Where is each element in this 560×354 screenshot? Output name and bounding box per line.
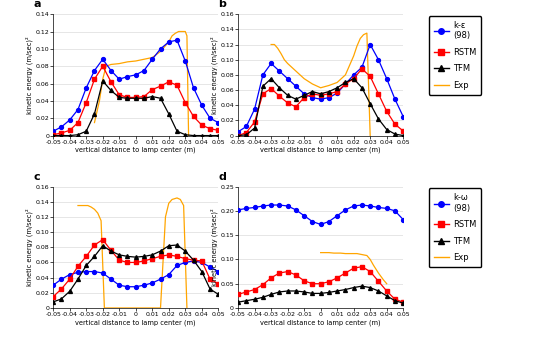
Y-axis label: kinetic energy (m/sec)²: kinetic energy (m/sec)²: [26, 209, 33, 286]
X-axis label: vertical distance to lamp center (m): vertical distance to lamp center (m): [260, 319, 381, 326]
X-axis label: vertical distance to lamp center (m): vertical distance to lamp center (m): [76, 147, 196, 153]
X-axis label: vertical distance to lamp center (m): vertical distance to lamp center (m): [260, 147, 381, 153]
Text: a: a: [34, 0, 41, 9]
Y-axis label: kinetic energy (m/sec)²: kinetic energy (m/sec)²: [211, 36, 218, 114]
Y-axis label: kinetic energy (m/sec)²: kinetic energy (m/sec)²: [26, 36, 33, 114]
Text: c: c: [34, 172, 40, 182]
Legend: k-ω
(98), RSTM, TFM, Exp: k-ω (98), RSTM, TFM, Exp: [429, 188, 482, 267]
Text: d: d: [218, 172, 226, 182]
Text: b: b: [218, 0, 226, 9]
Y-axis label: kinetic energy (m/sec)²: kinetic energy (m/sec)²: [211, 209, 218, 286]
Legend: k-ε
(98), RSTM, TFM, Exp: k-ε (98), RSTM, TFM, Exp: [429, 16, 482, 95]
X-axis label: vertical distance to lamp center (m): vertical distance to lamp center (m): [76, 319, 196, 326]
